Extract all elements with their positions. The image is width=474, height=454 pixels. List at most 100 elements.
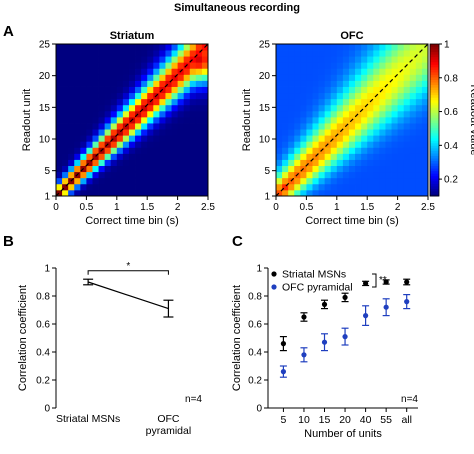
heatmap-cell: [385, 177, 392, 185]
heatmap-cell: [288, 110, 295, 118]
y-tick-label: 25: [259, 40, 271, 51]
heatmap-cell: [312, 68, 319, 75]
heatmap-cell: [159, 110, 166, 118]
heatmap-cell: [355, 141, 362, 148]
colorbar-segment: [430, 125, 439, 129]
heatmap-cell: [141, 110, 148, 118]
heatmap-cell: [361, 56, 368, 63]
heatmap-cell: [294, 116, 301, 124]
y-tick-label: 0.4: [248, 348, 262, 359]
heatmap-cell: [361, 74, 368, 81]
panel-letter-b: B: [3, 233, 14, 250]
heatmap-cell: [159, 68, 166, 75]
heatmap-cell: [385, 116, 392, 124]
heatmap-cell: [421, 135, 429, 142]
heatmap-cell: [336, 92, 344, 100]
heatmap-cell: [312, 110, 319, 118]
heatmap-cell: [361, 104, 368, 112]
heatmap-cell: [62, 104, 69, 112]
heatmap-cell: [86, 116, 93, 124]
heatmap-cell: [141, 44, 148, 51]
heatmap-cell: [324, 62, 332, 69]
colorbar-segment: [430, 127, 439, 131]
heatmap-cell: [391, 159, 398, 166]
heatmap-cell: [391, 123, 398, 130]
heatmap-cell: [294, 177, 301, 185]
heatmap-cell: [336, 56, 344, 63]
heatmap-cell: [80, 68, 87, 75]
heatmap-cell: [56, 171, 63, 179]
colorbar-segment: [430, 170, 439, 174]
heatmap-cell: [189, 129, 197, 136]
heatmap-cell: [68, 153, 75, 160]
heatmap-cell: [195, 110, 203, 118]
heatmap-cell: [312, 44, 319, 51]
colorbar-segment: [430, 120, 439, 124]
heatmap-cell: [409, 153, 417, 160]
heatmap-cell: [379, 177, 386, 185]
heatmap-cell: [86, 177, 93, 185]
heatmap-cell: [342, 50, 350, 57]
heatmap-cell: [276, 92, 283, 100]
x-axis-label: Correct time bin (s): [85, 215, 179, 227]
heatmap-cell: [153, 159, 160, 166]
heatmap-cell: [74, 50, 81, 57]
heatmap-cell: [201, 92, 209, 100]
heatmap-cell: [177, 44, 185, 51]
heatmap-cell: [367, 68, 374, 75]
heatmap-cell: [195, 92, 203, 100]
heatmap-cell: [177, 74, 185, 81]
heatmap-cell: [104, 153, 112, 160]
x-tick-label: 10: [298, 414, 310, 426]
heatmap-cell: [403, 153, 411, 160]
diagonal-dashed-line: [275, 43, 429, 197]
heatmap-cell: [300, 141, 307, 148]
heatmap-cell: [104, 80, 112, 87]
heatmap-cell: [74, 80, 81, 87]
heatmap-cell: [421, 104, 429, 112]
heatmap-cell: [201, 74, 209, 81]
heatmap-cell: [62, 68, 69, 75]
heatmap-cell: [415, 74, 423, 81]
heatmap-cell: [367, 86, 374, 94]
heatmap-cell: [153, 110, 160, 118]
heatmap-cell: [147, 159, 154, 166]
heatmap-cell: [62, 147, 69, 154]
heatmap-cell: [409, 74, 417, 81]
heatmap-cell: [318, 104, 326, 112]
heatmap-cell: [147, 92, 154, 100]
colorbar-segment: [430, 160, 439, 164]
heatmap-cell: [74, 104, 81, 112]
heatmap-cell: [147, 116, 154, 124]
heatmap-cell: [385, 171, 392, 179]
heatmap-cell: [195, 165, 203, 173]
heatmap-cell: [409, 62, 417, 69]
heatmap-cell: [201, 147, 209, 154]
heatmap-cell: [324, 80, 332, 87]
heatmap-cell: [183, 165, 191, 173]
heatmap-cell: [68, 98, 75, 106]
heatmap-cell: [56, 44, 63, 51]
heatmap-cell: [153, 165, 160, 173]
heatmap-cell: [324, 116, 332, 124]
heatmap-cell: [373, 123, 380, 130]
heatmap-cell: [294, 98, 301, 106]
colorbar-segment: [430, 87, 439, 91]
heatmap-cell: [56, 56, 63, 63]
heatmap-cell: [141, 147, 148, 154]
heatmap-cell: [361, 135, 368, 142]
heatmap-cell: [159, 98, 166, 106]
heatmap-cell: [122, 116, 130, 124]
heatmap-cell: [288, 183, 295, 191]
heatmap-cell: [86, 183, 93, 191]
heatmap-cell: [56, 183, 63, 191]
heatmap-cell: [385, 147, 392, 154]
heatmap-cell: [336, 171, 344, 179]
colorbar-tick-label: 1: [444, 40, 450, 51]
heatmap-cell: [324, 56, 332, 63]
heatmap-cell: [62, 92, 69, 100]
heatmap-cell: [330, 92, 338, 100]
heatmap-cell: [330, 165, 338, 173]
heatmap-cell: [183, 171, 191, 179]
y-tick-label: 0: [256, 404, 262, 415]
